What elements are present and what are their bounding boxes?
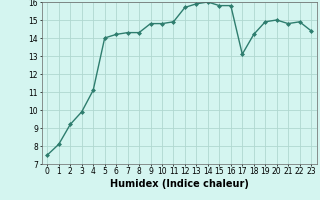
X-axis label: Humidex (Indice chaleur): Humidex (Indice chaleur) xyxy=(110,179,249,189)
